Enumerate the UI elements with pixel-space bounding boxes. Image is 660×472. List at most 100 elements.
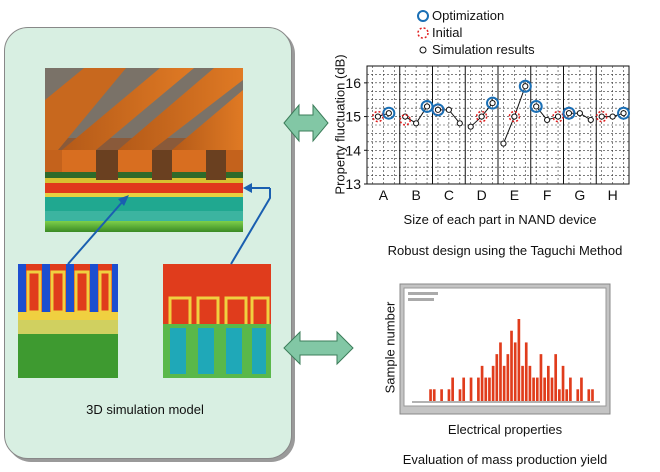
- simulation-point: [423, 103, 431, 110]
- histogram-bar: [554, 354, 558, 401]
- simulation-point: [587, 116, 594, 124]
- histogram-bar: [532, 377, 535, 401]
- legend-optimization-label: Optimization: [432, 8, 505, 23]
- histogram-caption: Evaluation of mass production yield: [402, 452, 608, 467]
- histogram-bar: [458, 389, 462, 401]
- y-tick-label: 16: [345, 75, 361, 91]
- simulation-point: [554, 113, 562, 120]
- simulation-point: [374, 113, 382, 120]
- x-tick-label: D: [477, 187, 487, 203]
- simulation-point: [576, 110, 583, 117]
- taguchi-chart: 13 14 15 16 A B C D E F G H: [345, 10, 631, 203]
- histogram-bar: [488, 377, 491, 401]
- simulation-point: [522, 83, 529, 90]
- histogram-bar: [550, 377, 554, 401]
- y-tick-label: 15: [345, 109, 361, 125]
- simulation-model-caption: 3D simulation model: [86, 402, 204, 417]
- histogram-bar: [546, 365, 550, 401]
- simulation-point: [478, 113, 485, 120]
- x-tick-label: A: [379, 187, 389, 203]
- y-tick-label: 13: [345, 176, 361, 192]
- legend-optimization-marker: [417, 10, 429, 22]
- histogram-bar: [580, 377, 583, 401]
- legend-initial-marker: [417, 27, 429, 39]
- histogram-bar: [469, 377, 473, 401]
- histogram-bar: [591, 389, 594, 401]
- simulation-point: [533, 103, 540, 110]
- optimization-point: [486, 96, 500, 110]
- x-tick-label: E: [510, 187, 519, 203]
- histogram-bar: [502, 365, 506, 401]
- histogram-bar: [447, 389, 451, 401]
- histogram-bar: [429, 389, 432, 401]
- initial-point: [372, 110, 384, 123]
- initial-point: [595, 110, 608, 123]
- histogram-bar: [480, 365, 484, 401]
- histogram-bar: [543, 377, 546, 401]
- x-tick-label: G: [574, 187, 585, 203]
- cross-section-right: [163, 264, 271, 378]
- simulation-point: [445, 106, 452, 113]
- optimization-point: [617, 106, 631, 120]
- histogram-bar: [477, 377, 480, 401]
- chart-xlabel: Size of each part in NAND device: [403, 212, 597, 227]
- histogram-bar: [576, 389, 580, 401]
- histogram-bar: [440, 389, 443, 401]
- histogram-bar: [558, 389, 561, 401]
- histogram-bar: [432, 389, 436, 401]
- nand-3d-render: [45, 68, 243, 232]
- histogram-bar: [499, 342, 502, 401]
- histogram-bar: [528, 365, 532, 401]
- simulation-point: [413, 120, 420, 127]
- histogram-bar: [484, 377, 488, 401]
- histogram-bar: [521, 365, 524, 401]
- simulation-point: [385, 110, 392, 117]
- initial-point: [475, 110, 488, 123]
- y-tick-label: 14: [345, 142, 361, 158]
- simulation-point: [456, 120, 463, 127]
- histogram-bar: [535, 377, 539, 401]
- simulation-point: [598, 113, 605, 120]
- legend-simulation-label: Simulation results: [432, 42, 535, 57]
- histogram-bar: [495, 354, 499, 401]
- optimization-point: [431, 103, 445, 117]
- optimization-point: [529, 99, 543, 113]
- legend-initial-label: Initial: [432, 25, 463, 40]
- simulation-point: [620, 110, 627, 117]
- histogram-xlabel: Electrical properties: [447, 422, 563, 437]
- histogram-bar: [561, 365, 565, 401]
- simulation-point: [489, 99, 496, 107]
- simulation-point: [544, 116, 551, 124]
- histogram-bar: [491, 365, 495, 401]
- simulation-point: [609, 113, 616, 120]
- cross-section-left: [18, 264, 118, 378]
- simulation-point: [434, 106, 442, 113]
- x-tick-label: F: [543, 187, 552, 203]
- optimization-point: [518, 79, 532, 93]
- histogram-bar: [524, 342, 528, 401]
- initial-point: [399, 114, 411, 126]
- histogram-bar: [513, 342, 517, 401]
- connector-arrowhead: [118, 195, 129, 206]
- histogram-bar: [517, 319, 521, 401]
- chart-ylabel: Property fluctuation (dB): [332, 54, 348, 195]
- histogram-bar: [462, 377, 466, 401]
- histogram-bar: [569, 377, 572, 401]
- simulation-point: [467, 123, 474, 130]
- histogram-bar: [539, 354, 543, 401]
- double-arrow-bottom: [283, 330, 354, 366]
- histogram: [399, 283, 611, 415]
- simulation-point: [565, 110, 573, 117]
- histogram-bar: [510, 330, 513, 401]
- histogram-bar: [451, 377, 454, 401]
- x-tick-label: B: [411, 187, 420, 203]
- histogram-ylabel: Sample number: [382, 301, 398, 394]
- double-arrow-top: [283, 103, 329, 143]
- simulation-point: [511, 113, 518, 120]
- initial-point: [508, 110, 521, 123]
- simulation-point: [500, 140, 507, 147]
- optimization-point: [562, 106, 576, 120]
- x-tick-label: C: [444, 187, 454, 203]
- taguchi-caption: Robust design using the Taguchi Method: [387, 243, 623, 258]
